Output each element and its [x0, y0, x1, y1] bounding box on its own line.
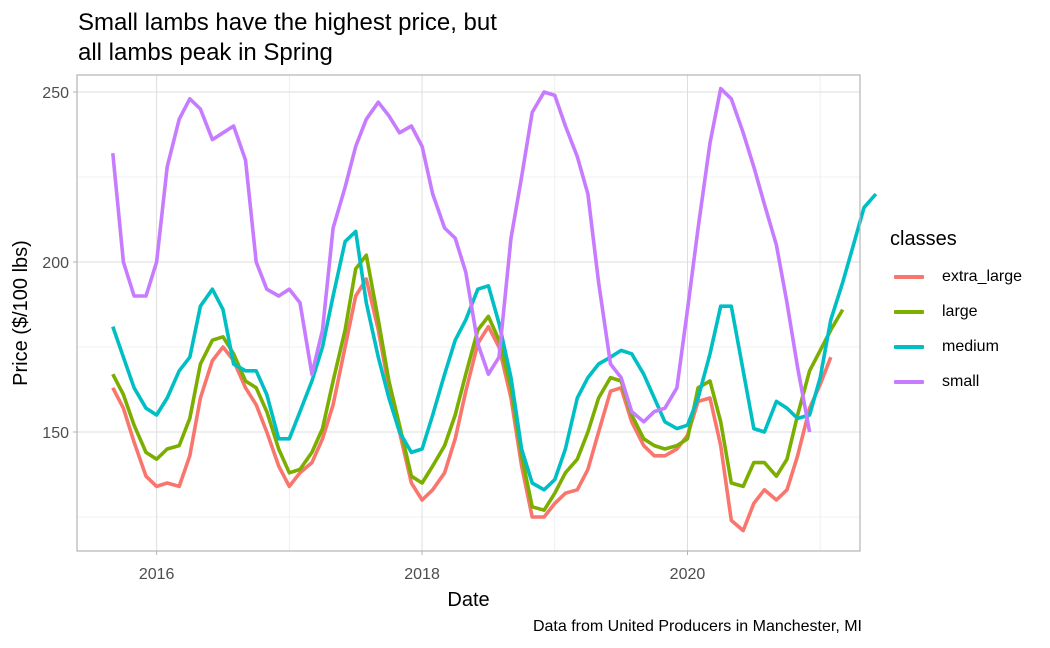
- x-axis-ticks: 2016 2018 2020: [139, 551, 706, 583]
- series-line-medium: [111, 192, 878, 492]
- legend-swatch: [894, 309, 924, 314]
- legend-item-extra-large: extra_large: [890, 259, 1022, 294]
- major-gridlines: [77, 75, 860, 551]
- series-line-large: [111, 253, 845, 512]
- legend-label: medium: [942, 337, 999, 355]
- legend-item-medium: medium: [890, 329, 1022, 364]
- plot-panel-border: [76, 74, 861, 552]
- chart-title: Small lambs have the highest price, but …: [78, 9, 497, 66]
- legend-swatch: [894, 379, 924, 384]
- y-tick-label: 150: [42, 425, 69, 442]
- series-lines: [111, 86, 878, 533]
- chart-caption: Data from United Producers in Manchester…: [532, 618, 862, 635]
- y-tick-label: 200: [42, 255, 69, 272]
- y-axis-label: Price ($/100 lbs): [10, 240, 32, 386]
- legend-label: small: [942, 372, 980, 390]
- x-tick-label: 2020: [670, 566, 706, 583]
- y-tick-label: 250: [42, 85, 69, 102]
- x-axis-label: Date: [447, 589, 489, 611]
- y-axis-ticks: 150 200 250: [42, 85, 77, 442]
- legend-label: large: [942, 302, 978, 320]
- legend-label: extra_large: [942, 267, 1023, 285]
- x-tick-label: 2016: [139, 566, 175, 583]
- legend-item-large: large: [890, 294, 1022, 329]
- series-line-small: [111, 86, 812, 433]
- legend-title: classes: [890, 228, 957, 250]
- x-tick-label: 2018: [404, 566, 440, 583]
- legend-swatch: [894, 344, 924, 349]
- legend-item-small: small: [890, 364, 1022, 399]
- legend-swatch: [894, 274, 924, 279]
